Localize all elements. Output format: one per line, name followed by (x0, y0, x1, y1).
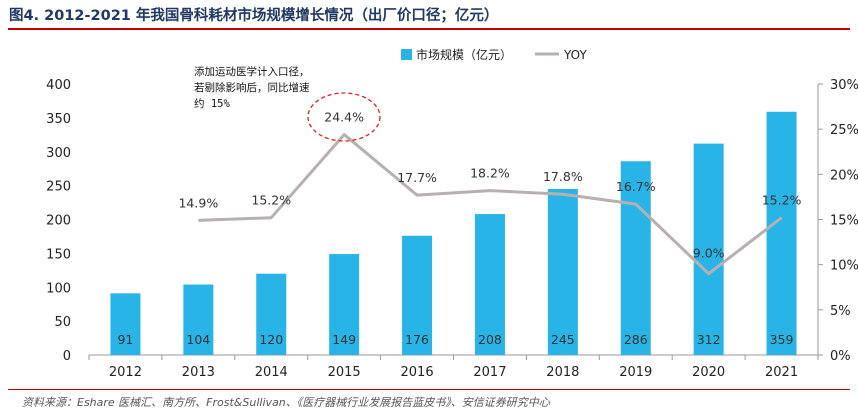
bar-value-label: 149 (332, 332, 356, 347)
bar (620, 161, 651, 355)
y-left-tick-label: 250 (46, 180, 71, 195)
yoy-series: 14.9% 15.2% 24.4% 17.7% 18.2% 17.8% 16.7% 9.0% 1… (178, 110, 802, 276)
yoy-data-label: 14.9% (178, 195, 218, 210)
bar-value-label: 104 (186, 332, 210, 347)
yoy-data-label: 15.2% (251, 193, 291, 208)
legend-line-label: YOY (563, 48, 587, 62)
x-tick-label: 2016 (401, 365, 434, 380)
y-left-tick-label: 300 (46, 146, 71, 161)
bar-value-label: 359 (770, 332, 794, 347)
yoy-data-label: 15.2% (762, 193, 802, 208)
annotation: 添加运动医学计入口径， 若剔除影响后，同比增速 约 15% (194, 65, 381, 142)
yoy-data-label: 16.7% (616, 179, 656, 194)
y-left-tick-label: 400 (46, 78, 71, 93)
yoy-data-label: 24.4% (324, 110, 364, 125)
bar-value-label: 208 (478, 332, 502, 347)
x-tick-label: 2017 (473, 365, 506, 380)
y-right-tick-label: 10% (830, 259, 858, 274)
highlight-ellipse (307, 92, 381, 142)
y-right-tick-label: 5% (830, 304, 851, 319)
bar (402, 235, 433, 355)
x-tick-label: 2015 (328, 365, 361, 380)
bar-value-label: 286 (624, 332, 648, 347)
x-tick-label: 2018 (546, 365, 579, 380)
y-left-tick-label: 50 (54, 315, 71, 330)
bar-value-label: 91 (117, 332, 133, 347)
footer-rule (8, 389, 850, 390)
chart-title: 图4. 2012-2021 年我国骨科耗材市场规模增长情况（出厂价口径；亿元） (9, 8, 499, 24)
y-right-tick-label: 0% (830, 349, 851, 364)
y-right-tick-label: 30% (830, 78, 858, 93)
y-left-tick-label: 350 (46, 112, 71, 127)
bar (256, 273, 287, 355)
x-tick-label: 2013 (182, 365, 215, 380)
bar (547, 189, 578, 355)
yoy-data-label: 18.2% (470, 166, 510, 181)
x-tick-label: 2012 (109, 365, 142, 380)
bar-value-label: 312 (697, 332, 721, 347)
y-right-tick-label: 15% (830, 214, 858, 229)
yoy-line (198, 133, 783, 276)
yoy-data-label: 17.8% (543, 169, 583, 184)
annotation-line-3: 约 15% (194, 97, 230, 110)
source-note: 资料来源：Eshare 医械汇、南方所、Frost&Sullivan、《医疗器械… (22, 396, 550, 409)
bar-value-label: 245 (551, 332, 575, 347)
bar (474, 214, 505, 355)
y-left-tick-label: 0 (63, 349, 71, 364)
bar (329, 254, 360, 355)
legend-bar-label: 市场规模（亿元） (416, 47, 512, 62)
title-rule (8, 28, 850, 30)
bar (183, 284, 214, 355)
annotation-line-2: 若剔除影响后，同比增速 (194, 81, 310, 94)
yoy-data-label: 9.0% (693, 246, 725, 261)
yoy-data-label: 17.7% (397, 170, 437, 185)
y-right-tick-label: 20% (830, 168, 858, 183)
y-left-tick-label: 150 (46, 247, 71, 262)
bars-series: 91 104 120 149 176 208 245 286 312 359 (110, 111, 797, 355)
legend-bar-swatch (401, 49, 412, 60)
bar (110, 293, 141, 355)
x-tick-label: 2021 (765, 365, 798, 380)
y-right-tick-label: 25% (830, 123, 858, 138)
y-left-tick-label: 100 (46, 281, 71, 296)
x-tick-label: 2014 (255, 365, 288, 380)
axes: 2012 2013 2014 2015 2016 2017 2018 2019 2020 2021… (46, 78, 858, 380)
x-tick-label: 2019 (619, 365, 652, 380)
y-left-tick-label: 200 (46, 214, 71, 229)
bar-value-label: 120 (259, 332, 283, 347)
annotation-line-1: 添加运动医学计入口径， (194, 65, 310, 78)
bar (766, 111, 797, 355)
x-tick-label: 2020 (692, 365, 725, 380)
bar-value-label: 176 (405, 332, 429, 347)
bar (693, 143, 724, 355)
legend: 市场规模（亿元） YOY (401, 47, 587, 62)
